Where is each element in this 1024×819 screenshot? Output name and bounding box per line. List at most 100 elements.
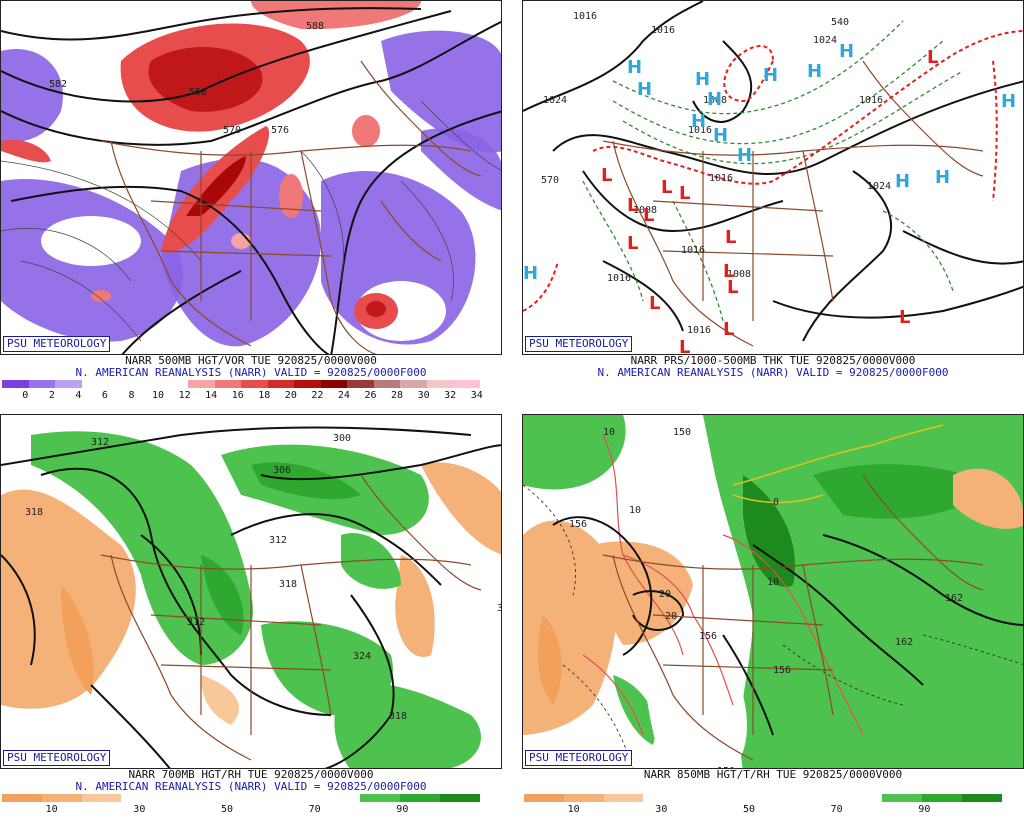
panel-caption-line2: N. AMERICAN REANALYSIS (NARR) VALID = 92…	[75, 366, 427, 379]
height-contour	[1, 10, 452, 103]
moist-area	[251, 462, 361, 500]
contour-label: 156	[569, 519, 587, 530]
legend-swatch	[81, 380, 109, 388]
legend-tick-label: 22	[311, 390, 324, 401]
contour-label: 150	[717, 766, 735, 769]
panel-caption-line2: N. AMERICAN REANALYSIS (NARR) VALID = 92…	[75, 780, 427, 793]
contour-label: 318	[25, 507, 43, 518]
contour-label: 582	[49, 79, 67, 90]
color-legend	[2, 380, 481, 388]
psu-meteorology-logo: PSU METEOROLOGY	[525, 750, 633, 766]
legend-tick-label: 4	[75, 390, 82, 401]
high-pressure-marker: H	[637, 79, 652, 100]
contour-label: 20	[659, 589, 671, 600]
contour-label: 306	[273, 465, 291, 476]
legend-tick-label: 50	[742, 804, 756, 815]
thickness-540-line	[723, 45, 774, 103]
contour-label: 162	[945, 593, 963, 604]
legend-swatch	[320, 794, 361, 802]
contour-label: 1016	[688, 125, 712, 136]
legend-tick-label: 10	[45, 804, 58, 815]
isobar	[552, 80, 1023, 175]
vort-positive-area	[279, 174, 303, 218]
contour-label: 1016	[709, 173, 733, 184]
contour-label: 1024	[867, 181, 891, 192]
isobar	[582, 170, 784, 233]
dry-area	[537, 615, 562, 705]
low-pressure-marker: L	[627, 233, 638, 254]
high-pressure-marker: H	[713, 125, 728, 146]
high-pressure-marker: H	[895, 171, 910, 192]
dry-area	[61, 585, 94, 695]
psu-meteorology-logo: PSU METEOROLOGY	[3, 750, 111, 766]
legend-tick-label: 6	[101, 390, 108, 401]
legend-swatch	[802, 794, 843, 802]
height-contour	[752, 544, 924, 686]
legend-swatch	[55, 380, 82, 388]
legend-swatch	[723, 794, 763, 802]
low-pressure-marker: L	[661, 177, 672, 198]
height-contour	[632, 590, 685, 631]
legend-swatch	[214, 380, 242, 388]
isobar	[523, 1, 704, 112]
legend-swatch	[280, 794, 321, 802]
legend-swatch	[187, 380, 215, 388]
vort-positive-area	[148, 47, 263, 112]
vort-positive-area	[1, 139, 51, 163]
contour-label: 1016	[607, 273, 631, 284]
contour-label: 3	[497, 603, 502, 614]
legend-swatch	[882, 794, 923, 802]
legend-tick-label: 30	[133, 804, 146, 815]
high-pressure-marker: H	[807, 61, 822, 82]
dry-area	[421, 462, 501, 555]
dry-area	[593, 541, 693, 645]
contour-label: 312	[269, 535, 287, 546]
panel-caption-line1: NARR 500MB HGT/VOR TUE 920825/0000V000	[125, 354, 377, 367]
vorticity-map: 582 558 570 576 588	[0, 0, 502, 355]
legend-swatch	[962, 794, 1002, 802]
legend-swatch	[683, 794, 724, 802]
low-pressure-marker: L	[679, 337, 690, 355]
panel-pressure-thickness: 1016 1016 1024 1024 1016 1016 1024 1008 …	[522, 0, 1024, 405]
legend-swatch	[762, 794, 803, 802]
panel-caption-line2: N. AMERICAN REANALYSIS (NARR) VALID = 92…	[597, 366, 949, 379]
high-pressure-marker: H	[695, 69, 710, 90]
moist-area	[341, 533, 401, 589]
legend-tick-label: 10	[567, 804, 580, 815]
legend-tick-label: 70	[308, 804, 321, 815]
legend-swatch	[373, 380, 401, 388]
vort-positive-area	[366, 301, 386, 317]
legend-tick-label: 20	[284, 390, 297, 401]
height-contour	[722, 634, 774, 736]
high-pressure-marker: H	[737, 145, 752, 166]
legend-swatch	[121, 794, 162, 802]
contour-label: 1024	[813, 35, 837, 46]
legend-tick-label: 90	[396, 804, 409, 815]
legend-tick-label: 10	[152, 390, 165, 401]
contour-label: 1016	[681, 245, 705, 256]
contour-label: 0	[773, 497, 779, 508]
legend-tick-label: 24	[337, 390, 350, 401]
legend-tick-label: 26	[364, 390, 377, 401]
panel-850mb-temp-humidity: 156 156 156 150 162 162 150 10 10 20 20 …	[522, 414, 1024, 819]
height-contour	[1, 7, 422, 41]
contour-label: 324	[353, 651, 371, 662]
contour-label: 20	[665, 611, 677, 622]
legend-swatch	[347, 380, 374, 388]
moist-area	[201, 555, 244, 635]
legend-swatch	[2, 380, 29, 388]
legend-tick-label: 12	[178, 390, 191, 401]
legend-tick-label: 30	[655, 804, 668, 815]
low-pressure-marker: L	[649, 293, 660, 314]
legend-swatch	[161, 380, 188, 388]
legend-swatch	[453, 380, 481, 388]
psu-meteorology-logo: PSU METEOROLOGY	[3, 336, 111, 352]
legend-swatch	[400, 380, 427, 388]
legend-swatch	[922, 794, 963, 802]
high-pressure-marker: H	[707, 89, 722, 110]
contour-label: 162	[895, 637, 913, 648]
legend-swatch	[563, 794, 604, 802]
legend-tick-label: 8	[128, 390, 135, 401]
legend-swatch	[134, 380, 162, 388]
legend-swatch	[400, 794, 441, 802]
